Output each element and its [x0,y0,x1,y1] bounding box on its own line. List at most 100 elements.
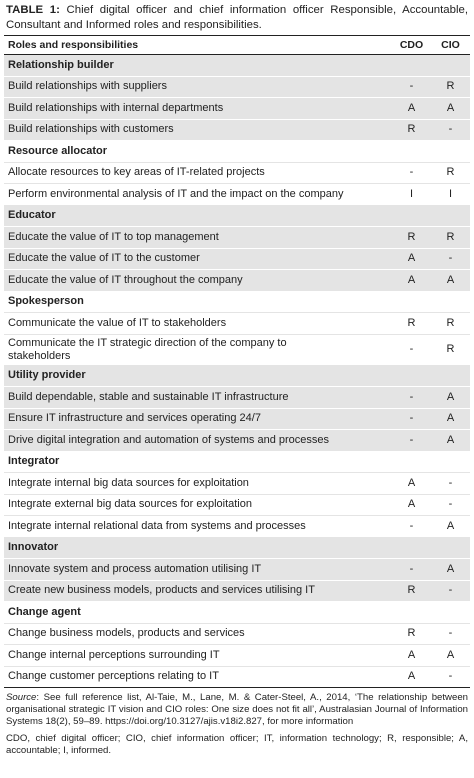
role-cell: Integrate internal relational data from … [4,515,392,538]
abbreviations: CDO, chief digital officer; CIO, chief i… [6,733,468,756]
role-row: Build relationships with customers R - [4,119,470,141]
cio-cell: - [431,119,470,141]
section-heading: Change agent [4,601,470,624]
column-header: CDO [392,36,431,55]
column-header: CIO [431,36,470,55]
cio-cell: A [431,558,470,581]
source-note: Source: See full reference list, Al-Taie… [6,692,468,728]
role-cell: Innovate system and process automation u… [4,558,392,581]
role-row: Change internal perceptions surrounding … [4,644,470,667]
role-cell: Perform environmental analysis of IT and… [4,183,392,206]
section-heading: Spokesperson [4,291,470,313]
role-cell: Educate the value of IT to top managemen… [4,226,392,249]
roles-table: Roles and responsibilities CDO CIO Relat… [4,36,470,688]
document: TABLE 1: Chief digital officer and chief… [4,3,470,757]
role-cell: Change customer perceptions relating to … [4,666,392,688]
table-body: Relationship builder Build relationships … [4,54,470,688]
section-row: Integrator [4,451,470,473]
cio-cell: A [431,408,470,430]
role-row: Educate the value of IT to top managemen… [4,226,470,249]
role-cell: Ensure IT infrastructure and services op… [4,408,392,430]
cdo-cell: - [392,515,431,538]
cdo-cell: I [392,183,431,206]
role-row: Allocate resources to key areas of IT-re… [4,162,470,184]
section-heading: Educator [4,205,470,227]
cdo-cell: - [392,162,431,184]
section-heading: Relationship builder [4,54,470,77]
cio-cell: A [431,429,470,452]
role-row: Build dependable, stable and sustainable… [4,386,470,409]
cio-cell: - [431,494,470,516]
role-cell: Integrate internal big data sources for … [4,472,392,495]
cio-cell: - [431,666,470,688]
section-row: Change agent [4,601,470,624]
cdo-cell: A [392,666,431,688]
cdo-cell: R [392,580,431,602]
cio-cell: A [431,644,470,667]
role-row: Build relationships with suppliers - R [4,76,470,98]
cdo-cell: - [392,386,431,409]
role-row: Build relationships with internal depart… [4,97,470,120]
cio-cell: R [431,226,470,249]
caption-text: Chief digital officer and chief informat… [6,4,468,31]
role-cell: Build dependable, stable and sustainable… [4,386,392,409]
section-row: Spokesperson [4,291,470,313]
cdo-cell: A [392,97,431,120]
cdo-cell: - [392,76,431,98]
section-heading: Resource allocator [4,140,470,163]
cdo-cell: R [392,119,431,141]
cdo-cell: A [392,472,431,495]
role-row: Integrate internal relational data from … [4,515,470,538]
role-row: Communicate the IT strategic direction o… [4,334,470,366]
role-row: Communicate the value of IT to stakehold… [4,312,470,335]
role-cell: Change business models, products and ser… [4,623,392,645]
role-cell: Integrate external big data sources for … [4,494,392,516]
header-row: Roles and responsibilities CDO CIO [4,36,470,55]
cdo-cell: - [392,408,431,430]
role-cell: Build relationships with suppliers [4,76,392,98]
cdo-cell: - [392,429,431,452]
cio-cell: - [431,580,470,602]
cio-cell: R [431,76,470,98]
role-cell: Create new business models, products and… [4,580,392,602]
role-row: Drive digital integration and automation… [4,429,470,452]
role-cell: Allocate resources to key areas of IT-re… [4,162,392,184]
cdo-cell: R [392,226,431,249]
role-row: Educate the value of IT to the customer A… [4,248,470,270]
cio-cell: - [431,248,470,270]
cdo-cell: A [392,248,431,270]
role-row: Educate the value of IT throughout the c… [4,269,470,292]
column-header: Roles and responsibilities [4,36,392,55]
role-row: Ensure IT infrastructure and services op… [4,408,470,430]
role-cell: Drive digital integration and automation… [4,429,392,452]
cio-cell: A [431,515,470,538]
cio-cell: A [431,269,470,292]
role-cell: Change internal perceptions surrounding … [4,644,392,667]
role-cell: Educate the value of IT to the customer [4,248,392,270]
cio-cell: R [431,334,470,366]
section-row: Utility provider [4,365,470,387]
cdo-cell: R [392,312,431,335]
role-row: Integrate external big data sources for … [4,494,470,516]
role-row: Change business models, products and ser… [4,623,470,645]
table-caption: TABLE 1: Chief digital officer and chief… [4,3,470,36]
section-row: Innovator [4,537,470,559]
role-cell: Communicate the value of IT to stakehold… [4,312,392,335]
source-label: Source [6,692,37,703]
cio-cell: R [431,162,470,184]
section-heading: Integrator [4,451,470,473]
section-heading: Utility provider [4,365,470,387]
source-text: : See full reference list, Al-Taie, M., … [6,692,468,727]
cio-cell: A [431,97,470,120]
role-row: Change customer perceptions relating to … [4,666,470,688]
cdo-cell: A [392,494,431,516]
footnotes: Source: See full reference list, Al-Taie… [4,688,470,757]
cio-cell: R [431,312,470,335]
section-row: Relationship builder [4,54,470,77]
cio-cell: - [431,472,470,495]
cio-cell: I [431,183,470,206]
role-cell: Communicate the IT strategic direction o… [4,334,392,366]
section-row: Educator [4,205,470,227]
role-row: Create new business models, products and… [4,580,470,602]
